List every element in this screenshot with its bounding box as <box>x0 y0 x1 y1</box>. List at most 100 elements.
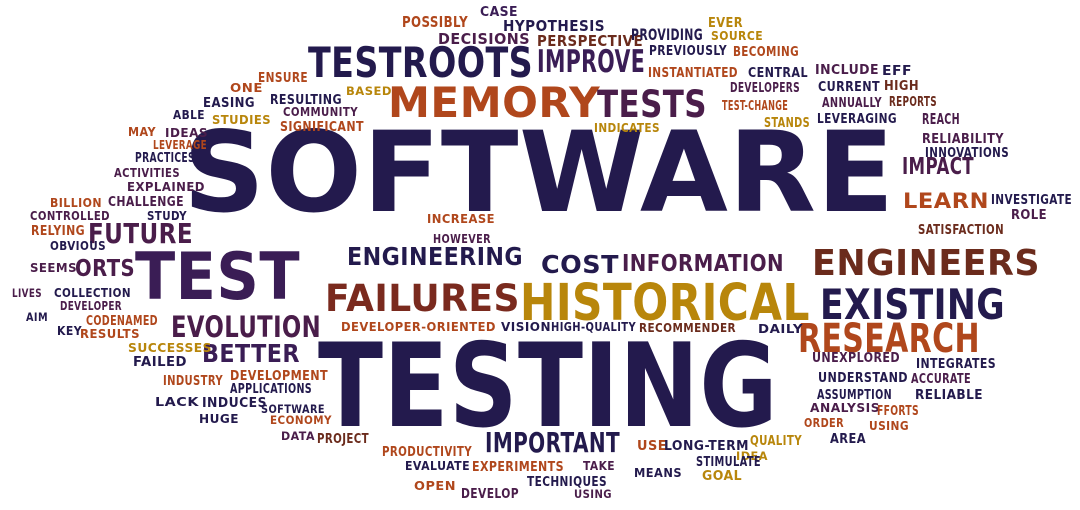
cloud-word: IMPORTANT <box>485 428 620 459</box>
cloud-word: INDUCES <box>202 395 267 411</box>
cloud-word: INDUSTRY <box>163 373 224 389</box>
cloud-word: RESULTING <box>270 92 342 108</box>
cloud-word: ECONOMY <box>270 413 332 427</box>
cloud-word: SATISFACTION <box>918 222 1004 238</box>
cloud-word: AIM <box>26 310 49 324</box>
cloud-word: TESTS <box>597 82 708 126</box>
cloud-word: LEVERAGING <box>817 111 898 127</box>
cloud-word: DEVELOP <box>461 486 520 502</box>
cloud-word: TESTROOTS <box>308 38 534 87</box>
cloud-word: ENGINEERS <box>812 243 1040 284</box>
cloud-word: UNDERSTAND <box>818 370 908 386</box>
cloud-word: STUDIES <box>212 112 272 127</box>
cloud-word: FUTURE <box>88 219 194 250</box>
cloud-word: ONE <box>230 80 263 95</box>
cloud-word: USE <box>637 438 668 454</box>
cloud-word: COMMUNITY <box>283 104 358 119</box>
cloud-word: GOAL <box>702 468 743 484</box>
cloud-word: LEVERAGE <box>153 137 208 152</box>
cloud-word: CODENAMED <box>86 313 158 329</box>
cloud-word: DEVELOPMENT <box>230 368 329 384</box>
cloud-word: IDEA <box>736 449 768 463</box>
cloud-word: IDEAS <box>165 125 208 140</box>
cloud-word: CURRENT <box>818 79 881 95</box>
cloud-word: CENTRAL <box>748 65 808 81</box>
cloud-word: STUDY <box>147 208 188 223</box>
cloud-word: AREA <box>830 431 866 447</box>
cloud-word: ANALYSIS <box>810 400 881 415</box>
cloud-word: MEANS <box>634 465 683 480</box>
cloud-word: RECOMMENDER <box>639 320 736 335</box>
cloud-word: HIGH-QUALITY <box>551 319 637 334</box>
cloud-word: ORTS <box>75 256 136 282</box>
cloud-word: BASED <box>346 84 392 98</box>
cloud-word: REACH <box>922 111 960 128</box>
cloud-word: COLLECTION <box>54 285 132 300</box>
cloud-word: INTEGRATES <box>916 356 997 372</box>
cloud-word: LEARN <box>903 189 990 213</box>
cloud-word: MAY <box>128 124 156 139</box>
cloud-word: PRACTICES <box>135 150 195 166</box>
cloud-word: USING <box>869 418 910 433</box>
cloud-word: DAILY <box>758 321 804 336</box>
cloud-word: ORDER <box>804 415 844 430</box>
cloud-word: DEVELOPER-ORIENTED <box>341 319 496 334</box>
cloud-word: EASING <box>203 95 255 111</box>
cloud-word: HUGE <box>199 411 240 426</box>
cloud-word: UNEXPLORED <box>812 350 901 366</box>
cloud-word: MEMORY <box>388 78 601 127</box>
cloud-word: APPLICATIONS <box>230 381 313 397</box>
cloud-word: EXISTING <box>820 280 1006 329</box>
cloud-word: REPORTS <box>889 94 937 110</box>
cloud-word: STIMULATE <box>696 454 762 470</box>
cloud-word: RESULTS <box>80 326 140 341</box>
cloud-word: LIVES <box>12 286 42 300</box>
cloud-word: DEVELOPERS <box>730 80 801 96</box>
cloud-word: IMPACT <box>902 154 974 180</box>
cloud-word: HOWEVER <box>433 231 491 246</box>
cloud-word: CHALLENGE <box>108 194 185 210</box>
cloud-word: ACTIVITIES <box>114 165 180 180</box>
cloud-word: POSSIBLY <box>402 14 469 31</box>
cloud-word: INCREASE <box>427 211 495 226</box>
cloud-word: VISION <box>501 319 552 334</box>
cloud-word: TAKE <box>583 458 615 473</box>
cloud-word: CASE <box>480 4 519 20</box>
cloud-word: TEST-CHANGE <box>722 98 789 114</box>
cloud-word: BECOMING <box>733 44 799 60</box>
cloud-word: USING <box>574 487 613 501</box>
cloud-word: INFORMATION <box>622 251 784 277</box>
cloud-word: CONTROLLED <box>30 208 110 223</box>
cloud-word: EVOLUTION <box>171 310 322 344</box>
cloud-word: LONG-TERM <box>664 438 749 454</box>
cloud-word: INCLUDE <box>815 62 879 78</box>
cloud-word: SEEMS <box>30 260 78 275</box>
cloud-word: PROVIDING <box>631 25 704 44</box>
cloud-word: RESEARCH <box>798 316 980 362</box>
cloud-word: OPEN <box>414 478 456 493</box>
cloud-word: RELYING <box>31 223 86 239</box>
cloud-word: PRODUCTIVITY <box>382 444 473 460</box>
cloud-word: INNOVATIONS <box>925 145 1010 161</box>
cloud-word: ENGINEERING <box>347 242 524 271</box>
cloud-word: RELIABLE <box>915 387 983 403</box>
cloud-word: PROJECT <box>317 431 369 447</box>
cloud-word: EVER <box>708 15 743 31</box>
cloud-word: HYPOTHESIS <box>503 18 606 35</box>
cloud-word: HISTORICAL <box>520 273 810 332</box>
cloud-word: PERSPECTIVE <box>537 33 644 50</box>
cloud-word: FAILURES <box>325 276 520 320</box>
cloud-word: STANDS <box>764 115 810 131</box>
cloud-word: ANNUALLY <box>822 95 882 111</box>
cloud-word: DATA <box>281 429 315 443</box>
cloud-word: INSTANTIATED <box>648 65 738 81</box>
cloud-word: PREVIOUSLY <box>649 43 728 59</box>
cloud-word: KEY <box>57 323 83 338</box>
cloud-word: TECHNIQUES <box>527 474 608 490</box>
cloud-word: FFORTS <box>877 403 920 419</box>
cloud-word: IMPROVE <box>537 44 646 80</box>
cloud-word: EFF <box>882 63 912 79</box>
cloud-word: LACK <box>155 394 200 409</box>
cloud-word: INDICATES <box>594 120 661 135</box>
